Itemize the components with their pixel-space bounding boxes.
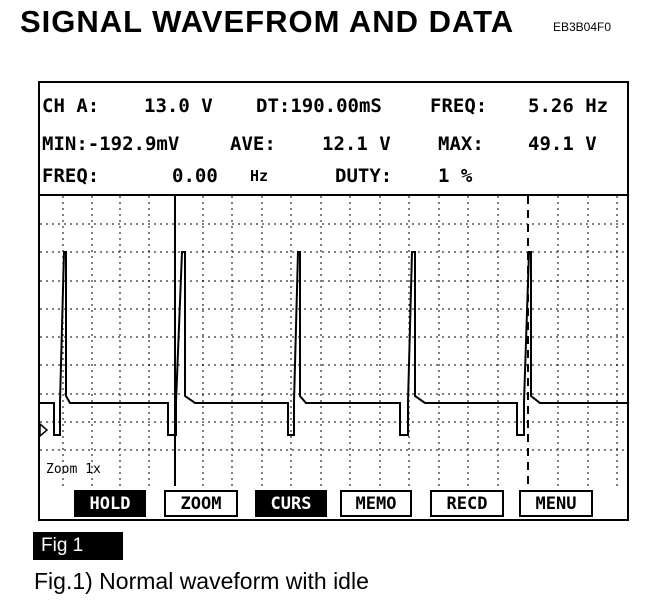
signal-trace: [40, 251, 627, 436]
cursor-button[interactable]: CURS: [255, 490, 327, 517]
readout-divider: [40, 194, 627, 196]
figure-tag: Fig 1: [33, 532, 123, 560]
measurement-readout: CH A: 13.0 V DT:190.00mS FREQ: 5.26 Hz M…: [40, 83, 627, 195]
figure-caption: Fig.1) Normal waveform with idle: [34, 568, 369, 594]
dt-value: DT:190.00mS: [256, 95, 382, 117]
duty-label: DUTY:: [335, 165, 393, 187]
memo-button[interactable]: MEMO: [340, 490, 412, 517]
freq-value: 5.26 Hz: [528, 95, 609, 117]
trigger-marker-icon: [40, 423, 49, 437]
channel-label: CH A:: [42, 95, 100, 117]
plot-grid: [40, 196, 627, 486]
ave-label: AVE:: [230, 133, 276, 155]
hold-button[interactable]: HOLD: [74, 490, 146, 517]
duty-value: 1 %: [438, 165, 473, 187]
freq2-unit: Hz: [250, 167, 269, 185]
record-button[interactable]: RECD: [430, 490, 504, 517]
min-value: MIN:-192.9mV: [42, 133, 180, 155]
waveform-plot: [40, 196, 627, 486]
figure-code: EB3B04F0: [553, 20, 612, 34]
freq-label: FREQ:: [430, 95, 488, 117]
ave-value: 12.1 V: [322, 133, 391, 155]
menu-button[interactable]: MENU: [519, 490, 593, 517]
page-title: SIGNAL WAVEFROM AND DATA: [20, 4, 515, 39]
channel-value: 13.0 V: [144, 95, 213, 117]
scope-screen: CH A: 13.0 V DT:190.00mS FREQ: 5.26 Hz M…: [38, 81, 629, 521]
freq2-label: FREQ:: [42, 165, 100, 187]
softkey-bar: HOLD ZOOM CURS MEMO RECD MENU: [40, 487, 627, 519]
zoom-indicator: Zoom 1x: [46, 462, 101, 477]
max-value: 49.1 V: [528, 133, 597, 155]
freq2-value: 0.00: [172, 165, 218, 187]
zoom-button[interactable]: ZOOM: [164, 490, 238, 517]
max-label: MAX:: [438, 133, 484, 155]
